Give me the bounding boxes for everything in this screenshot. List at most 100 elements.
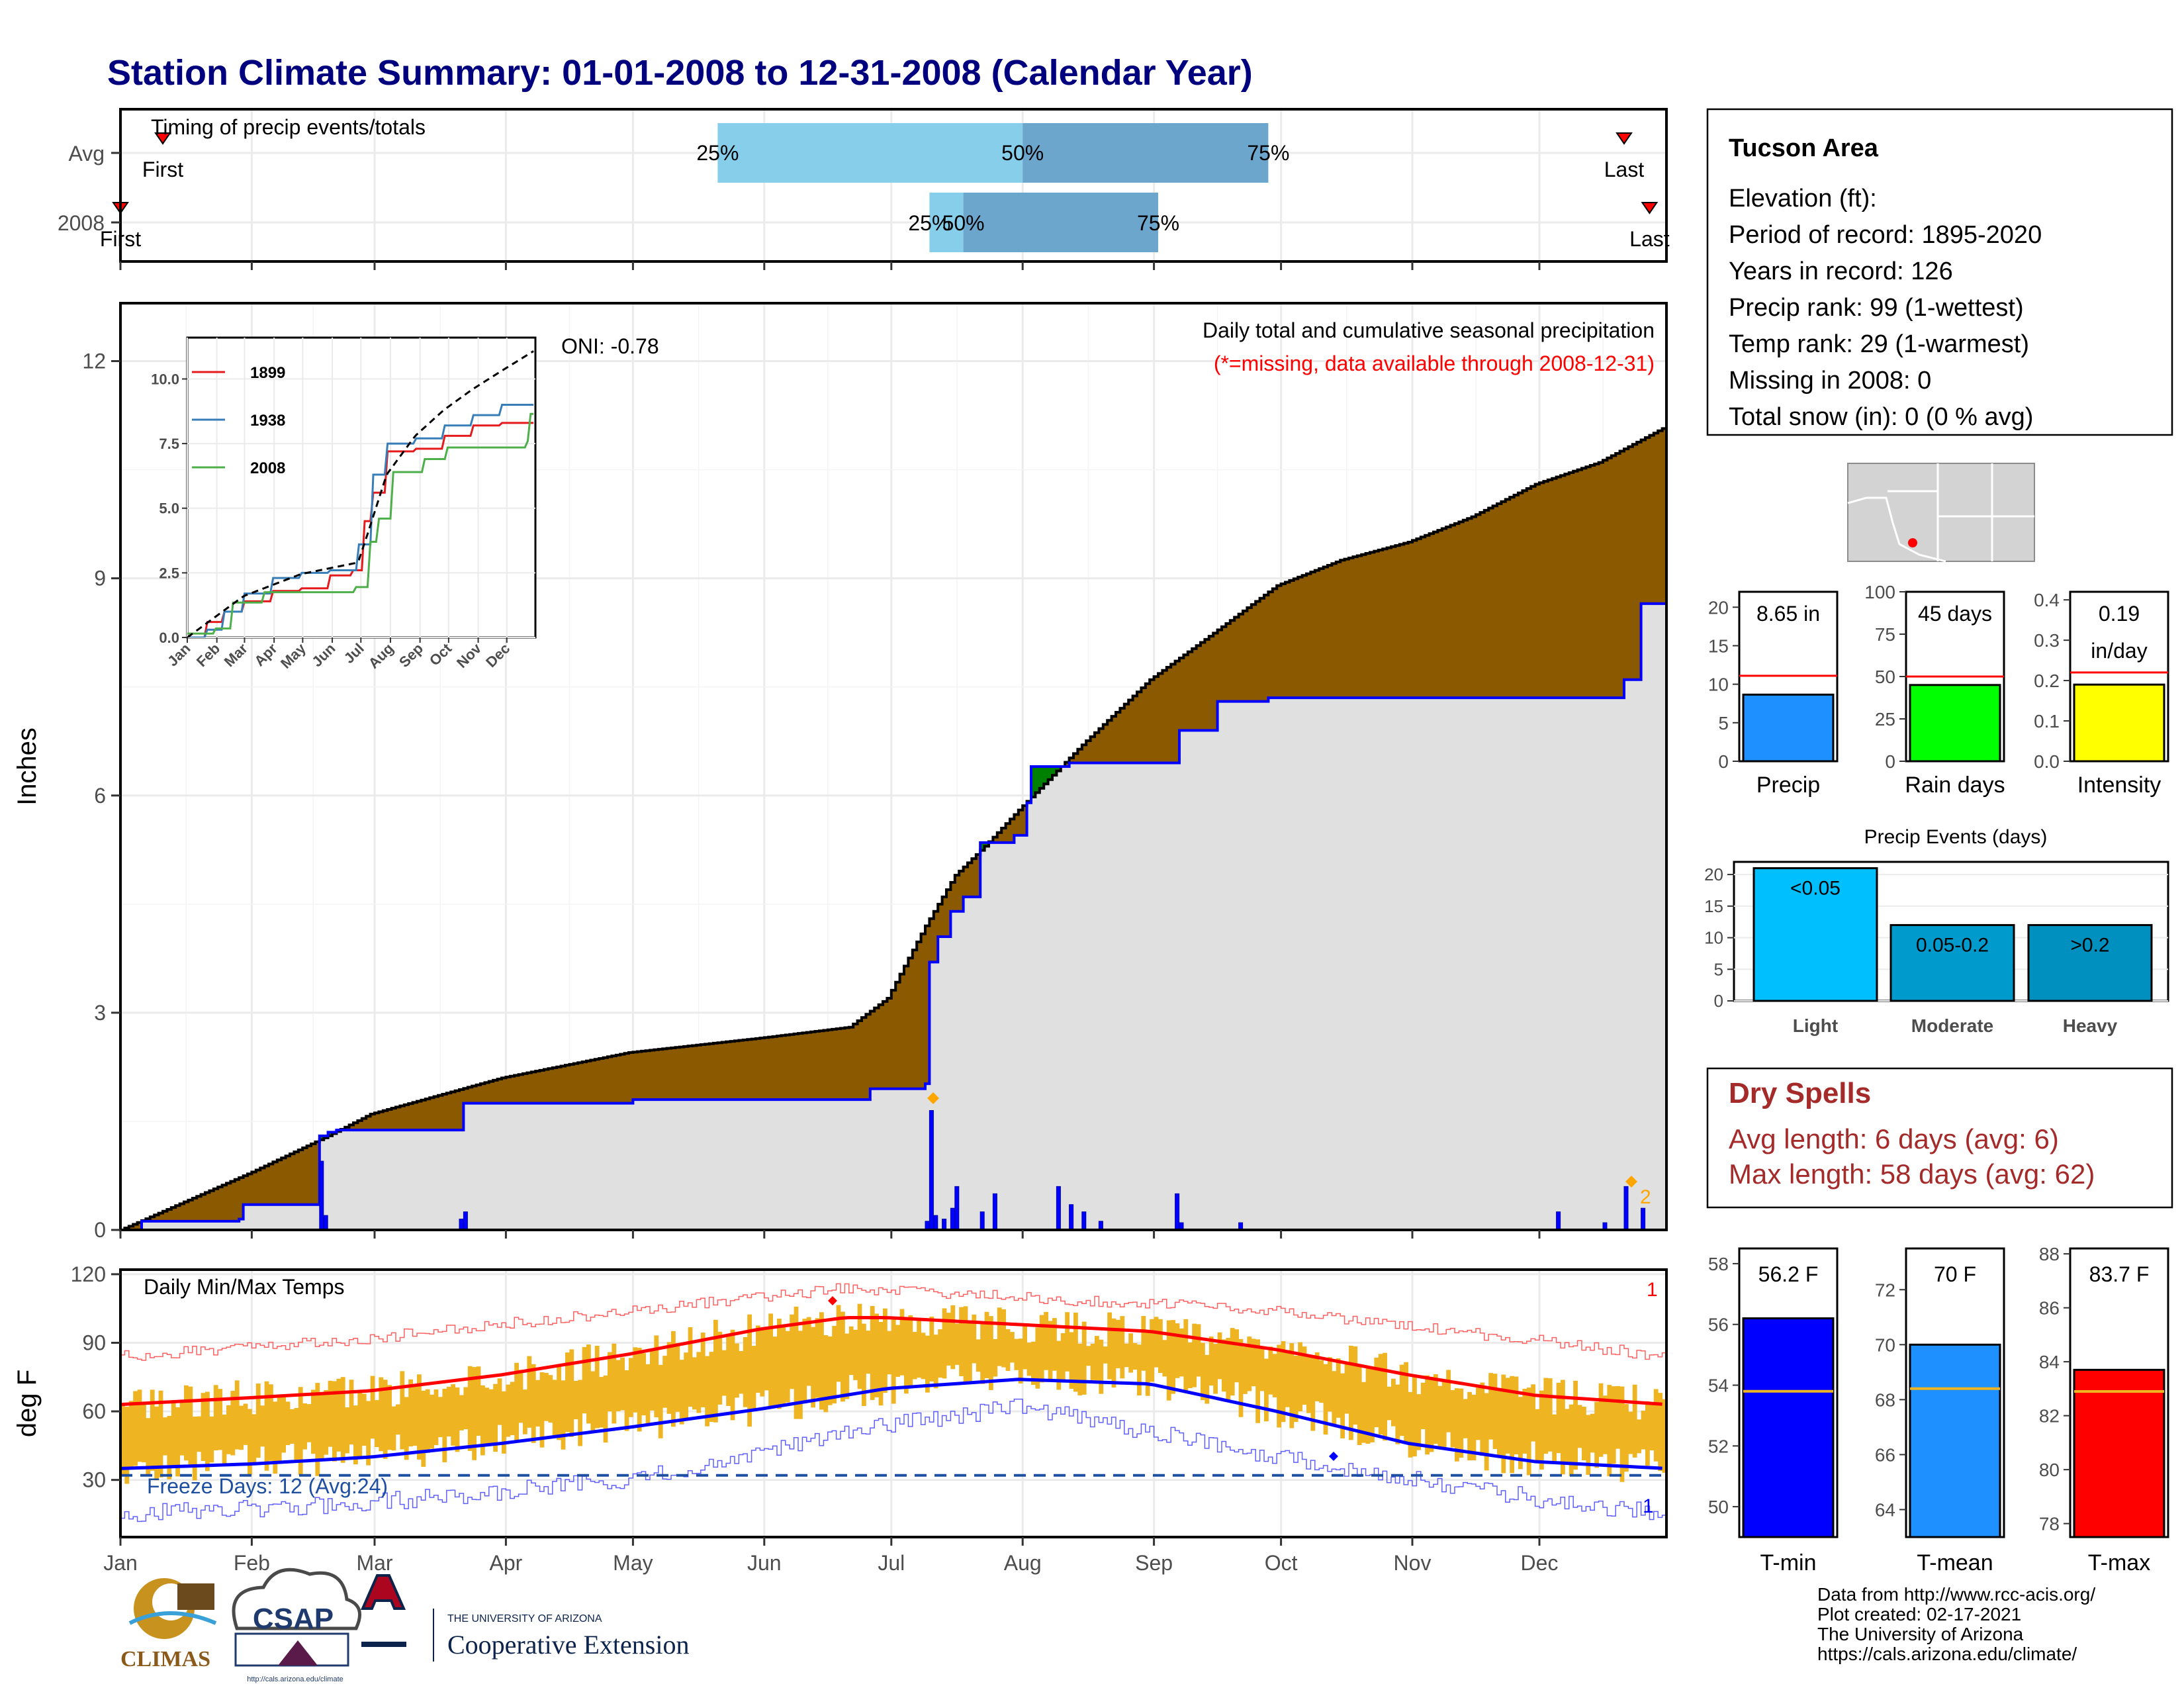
daily-temp-bar xyxy=(192,1417,197,1481)
daily-temp-bar xyxy=(480,1385,485,1456)
daily-temp-bar xyxy=(1615,1385,1620,1449)
university-logo: THE UNIVERSITY OF ARIZONA Cooperative Ex… xyxy=(360,1574,689,1662)
daily-temp-bar xyxy=(264,1381,269,1471)
daily-temp-bar xyxy=(298,1387,303,1476)
daily-temp-bar xyxy=(1090,1343,1095,1380)
daily-temp-bar xyxy=(311,1389,316,1454)
inset-yticks: 0.0 2.5 5.0 7.5 10.0 xyxy=(151,371,187,646)
daily-temp-bar xyxy=(1404,1362,1408,1443)
daily-temp-bar xyxy=(248,1409,252,1476)
y-tick-label: 100 xyxy=(1864,582,1895,602)
event-category-label: Light xyxy=(1793,1015,1838,1036)
temp-yticks: 30 60 90 120 xyxy=(71,1262,120,1492)
daily-temp-bar xyxy=(1243,1346,1248,1394)
event-category-label: Heavy xyxy=(2063,1015,2118,1036)
y-tick-label: 60 xyxy=(82,1399,106,1423)
daily-temp-bar xyxy=(391,1406,396,1451)
daily-temp-bar xyxy=(1531,1384,1535,1442)
daily-temp-bar xyxy=(188,1386,193,1466)
daily-temp-bar xyxy=(1289,1343,1295,1429)
daily-temp-bar xyxy=(1505,1378,1510,1454)
station-line: Total snow (in): 0 (0 % avg) xyxy=(1729,403,2033,431)
daily-temp-bar xyxy=(255,1383,261,1458)
value-label: 0.19 xyxy=(2099,602,2140,626)
timing-avg-q50: 50% xyxy=(1001,141,1044,165)
daily-temp-bar xyxy=(137,1389,142,1462)
value-label: 83.7 F xyxy=(2089,1262,2150,1286)
daily-temp-bar xyxy=(1014,1338,1019,1370)
daily-temp-bar xyxy=(1044,1311,1048,1370)
daily-temp-bar xyxy=(1310,1355,1316,1431)
daily-temp-bar xyxy=(883,1308,887,1393)
daily-temp-bar xyxy=(603,1375,608,1443)
legend-label: 1938 xyxy=(250,412,285,430)
temp-label: Daily Min/Max Temps xyxy=(144,1275,344,1299)
daily-temp-bar xyxy=(1298,1342,1302,1411)
precip-events-chart: Precip Events (days) 05101520<0.05Light0… xyxy=(1704,826,2169,1036)
daily-temp-bar xyxy=(633,1347,638,1413)
y-tick-label: 10.0 xyxy=(151,371,179,387)
value-label: 45 days xyxy=(1918,602,1992,626)
category-label: Intensity xyxy=(2077,773,2161,798)
station-line: Period of record: 1895-2020 xyxy=(1729,221,2042,249)
y-tick-label: 0.1 xyxy=(2034,711,2060,731)
daily-temp-bar xyxy=(1408,1391,1413,1458)
y-tick-label: 7.5 xyxy=(159,436,179,452)
daily-temp-bar xyxy=(756,1325,760,1393)
daily-temp-bar xyxy=(1370,1366,1375,1442)
daily-temp-bar xyxy=(1213,1344,1218,1394)
daily-temp-bar xyxy=(1336,1358,1341,1418)
y-tick-label: 50 xyxy=(1708,1497,1729,1517)
daily-temp-bar xyxy=(158,1390,163,1477)
daily-temp-bar xyxy=(802,1319,807,1404)
daily-temp-bar xyxy=(1268,1346,1273,1395)
daily-temp-bar xyxy=(1340,1373,1345,1438)
y-tick-label: 0.4 xyxy=(2034,590,2060,610)
daily-temp-bar xyxy=(959,1307,964,1376)
daily-temp-bar xyxy=(1628,1411,1633,1454)
daily-temp-bar xyxy=(1518,1397,1523,1470)
daily-temp-bar xyxy=(438,1397,443,1438)
daily-temp-bar xyxy=(912,1332,917,1380)
daily-temp-bar xyxy=(1565,1409,1570,1464)
daily-temp-bar xyxy=(917,1319,921,1378)
daily-temp-bar xyxy=(1065,1312,1069,1372)
daily-temp-bar xyxy=(624,1370,629,1431)
timing-2008-first-label: First xyxy=(100,227,141,251)
daily-temp-bar xyxy=(1378,1354,1383,1434)
daily-temp-bar xyxy=(442,1388,447,1463)
daily-precip-bar xyxy=(1602,1222,1608,1230)
legend-label: 2008 xyxy=(250,459,285,477)
daily-temp-bar xyxy=(1023,1324,1027,1370)
normal-cumulative-line xyxy=(120,424,1666,1230)
daily-temp-bar xyxy=(1132,1342,1138,1370)
precip-panel: 0 3 6 9 12 Inches Daily total and cumulative… xyxy=(13,302,1668,1242)
daily-temp-bar xyxy=(506,1384,511,1437)
daily-temp-bar xyxy=(1137,1344,1142,1395)
daily-temp-bar xyxy=(1561,1380,1565,1475)
timing-avg-q75: 75% xyxy=(1247,141,1289,165)
daily-temp-bar xyxy=(1547,1378,1553,1452)
event-range-label: <0.05 xyxy=(1790,878,1841,900)
daily-temp-bar xyxy=(751,1346,756,1409)
daily-temp-bar xyxy=(1120,1316,1125,1379)
daily-temp-bar xyxy=(1128,1333,1133,1373)
daily-temp-bar xyxy=(1039,1315,1044,1383)
daily-temp-bar xyxy=(472,1367,477,1460)
daily-temp-bar xyxy=(1662,1399,1666,1473)
event-bar xyxy=(1752,867,1878,1002)
daily-temp-bar xyxy=(870,1305,875,1400)
value-label: 56.2 F xyxy=(1758,1262,1819,1286)
y-tick-label: 75 xyxy=(1875,624,1895,645)
daily-temp-bar xyxy=(184,1385,189,1461)
daily-temp-bar xyxy=(1387,1386,1392,1421)
daily-temp-bar xyxy=(510,1382,515,1435)
temp-bar xyxy=(1742,1317,1835,1538)
inset-grid xyxy=(187,338,535,638)
daily-temp-bar xyxy=(361,1393,367,1446)
daily-temp-bar xyxy=(976,1339,981,1372)
summary-chart-rain-days: 0 25 50 75 100 45 days Rain days xyxy=(1864,582,2005,798)
daily-temp-bar xyxy=(1573,1380,1578,1470)
daily-temp-bar xyxy=(488,1389,494,1444)
